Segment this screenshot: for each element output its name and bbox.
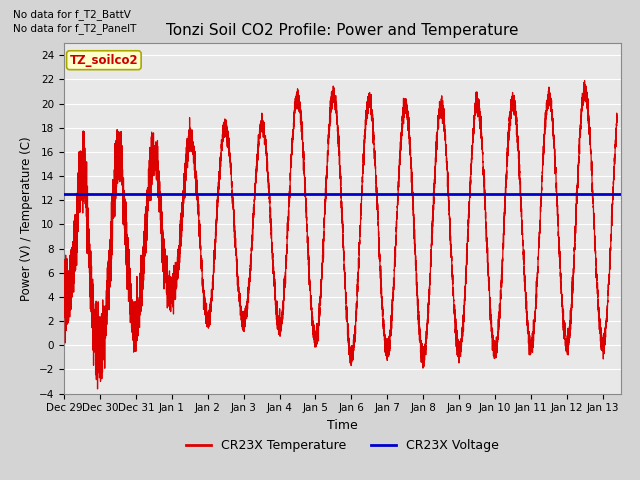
Text: No data for f_T2_BattV: No data for f_T2_BattV: [13, 9, 131, 20]
Title: Tonzi Soil CO2 Profile: Power and Temperature: Tonzi Soil CO2 Profile: Power and Temper…: [166, 23, 518, 38]
Text: TZ_soilco2: TZ_soilco2: [70, 54, 138, 67]
Y-axis label: Power (V) / Temperature (C): Power (V) / Temperature (C): [20, 136, 33, 300]
Text: No data for f_T2_PanelT: No data for f_T2_PanelT: [13, 23, 136, 34]
Legend: CR23X Temperature, CR23X Voltage: CR23X Temperature, CR23X Voltage: [181, 434, 504, 457]
X-axis label: Time: Time: [327, 419, 358, 432]
